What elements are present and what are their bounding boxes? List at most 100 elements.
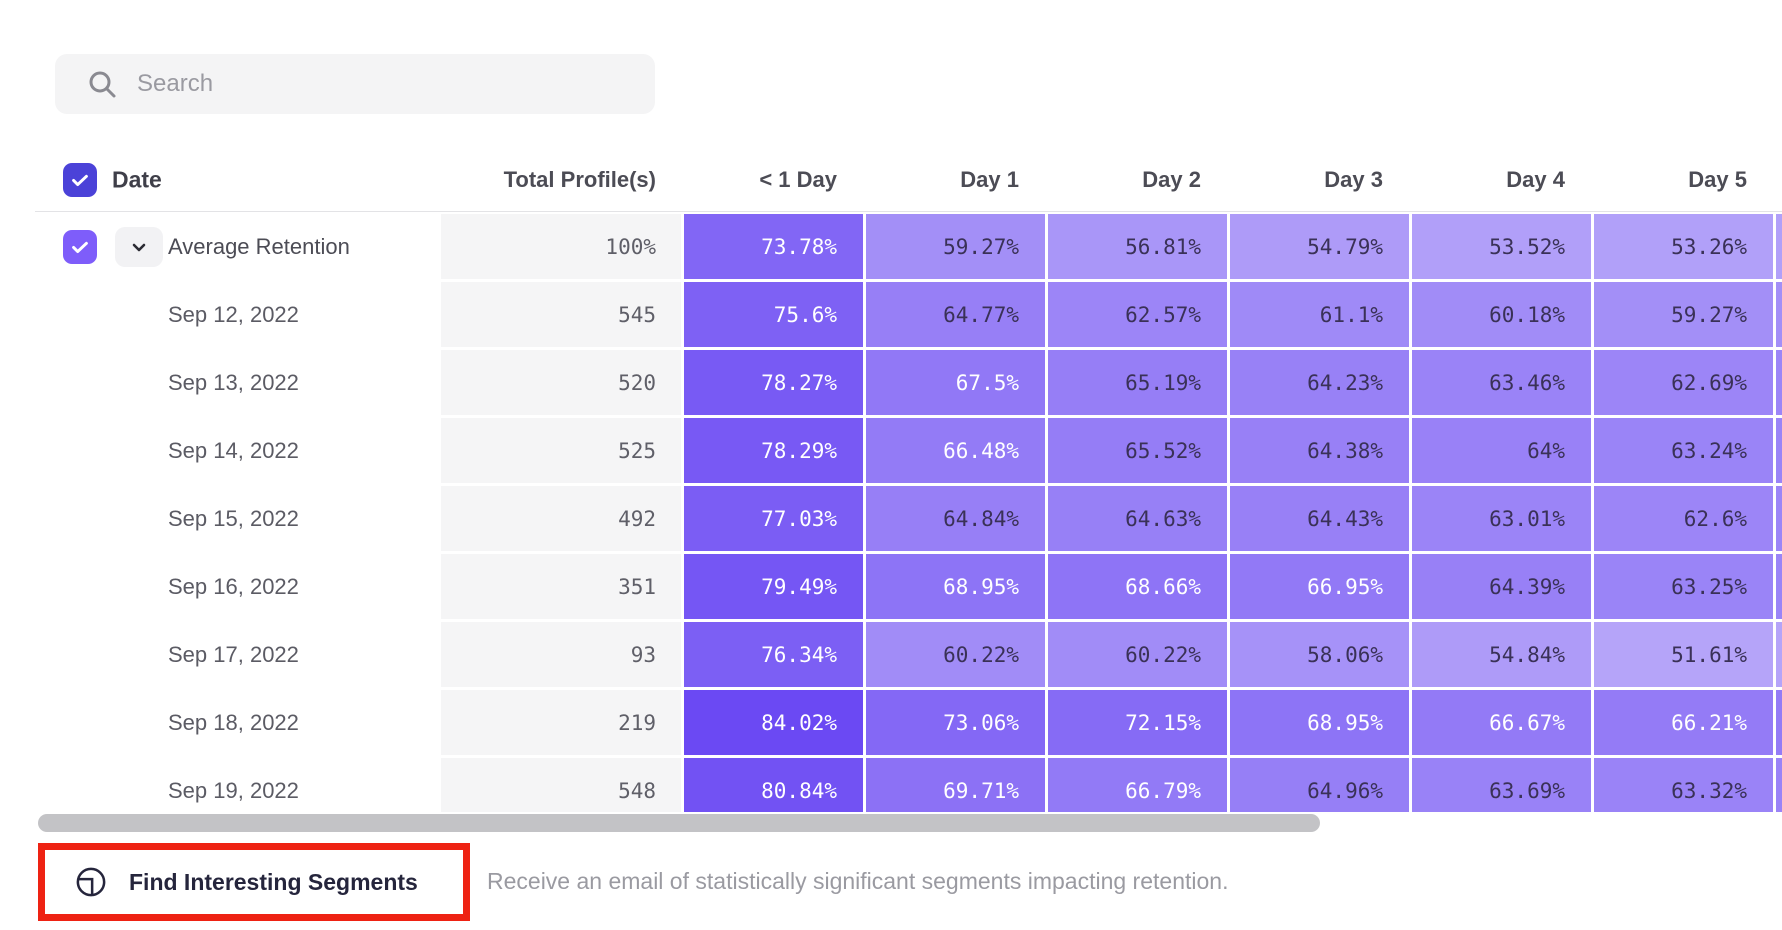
retention-cell-day5[interactable]: 53.26%	[1594, 214, 1773, 279]
row-date-cell: Average Retention	[0, 214, 441, 279]
retention-cell-day4[interactable]: 63.01%	[1412, 486, 1591, 551]
total-profiles-cell: 93	[441, 622, 681, 687]
search-icon	[89, 71, 116, 98]
retention-cell-day0[interactable]: 78.29%	[684, 418, 863, 483]
total-profiles-cell: 351	[441, 554, 681, 619]
day-column-header-3: Day 3	[1324, 167, 1383, 192]
row-date-cell: Sep 15, 2022	[0, 486, 441, 551]
retention-cell-day3[interactable]: 58.06%	[1230, 622, 1409, 687]
retention-cell-day1[interactable]: 73.06%	[866, 690, 1045, 755]
total-profiles-cell: 100%	[441, 214, 681, 279]
retention-cell-day3[interactable]: 61.1%	[1230, 282, 1409, 347]
retention-cell-day1[interactable]: 66.48%	[866, 418, 1045, 483]
retention-cell-day4[interactable]: 66.67%	[1412, 690, 1591, 755]
retention-cell-day3[interactable]: 68.95%	[1230, 690, 1409, 755]
retention-cell-day1[interactable]: 64.77%	[866, 282, 1045, 347]
retention-cell-day4[interactable]: 63.69%	[1412, 758, 1591, 812]
retention-cell-day2[interactable]: 64.63%	[1048, 486, 1227, 551]
day-column-header-2: Day 2	[1142, 167, 1201, 192]
table-row: Sep 16, 2022 351 79.49% 68.95% 68.66% 66.95% 6…	[0, 554, 1782, 619]
retention-cell-day1[interactable]: 68.95%	[866, 554, 1045, 619]
retention-cell-day0[interactable]: 75.6%	[684, 282, 863, 347]
select-all-checkbox[interactable]	[63, 163, 97, 197]
retention-cell-day1[interactable]: 64.84%	[866, 486, 1045, 551]
retention-cell-day4[interactable]: 64%	[1412, 418, 1591, 483]
row-date-cell: Sep 12, 2022	[0, 282, 441, 347]
retention-cell-day5[interactable]: 63.32%	[1594, 758, 1773, 812]
find-interesting-segments-button[interactable]: Find Interesting Segments	[45, 850, 463, 914]
retention-cell-day5[interactable]: 63.25%	[1594, 554, 1773, 619]
checkmark-icon	[72, 241, 88, 253]
retention-cell-day3[interactable]: 64.96%	[1230, 758, 1409, 812]
row-label: Sep 15, 2022	[168, 505, 299, 531]
row-label: Sep 18, 2022	[168, 709, 299, 735]
row-label: Average Retention	[168, 233, 350, 259]
retention-cell-day1[interactable]: 69.71%	[866, 758, 1045, 812]
retention-cell-day4[interactable]: 54.84%	[1412, 622, 1591, 687]
retention-cell-day5[interactable]: 62.6%	[1594, 486, 1773, 551]
retention-cell-day0[interactable]: 78.27%	[684, 350, 863, 415]
clipped-next-column-sliver	[1776, 350, 1782, 415]
retention-cell-day4[interactable]: 63.46%	[1412, 350, 1591, 415]
retention-cell-day1[interactable]: 60.22%	[866, 622, 1045, 687]
header-divider	[35, 211, 1782, 212]
retention-cell-day0[interactable]: 79.49%	[684, 554, 863, 619]
retention-cell-day4[interactable]: 60.18%	[1412, 282, 1591, 347]
clipped-next-column-sliver	[1776, 486, 1782, 551]
retention-cell-day4[interactable]: 64.39%	[1412, 554, 1591, 619]
retention-cell-day3[interactable]: 54.79%	[1230, 214, 1409, 279]
retention-cell-day2[interactable]: 65.52%	[1048, 418, 1227, 483]
retention-cell-day5[interactable]: 63.24%	[1594, 418, 1773, 483]
retention-cell-day5[interactable]: 51.61%	[1594, 622, 1773, 687]
date-column-header: Date	[112, 166, 162, 193]
checkmark-icon	[72, 174, 88, 187]
retention-cell-day0[interactable]: 80.84%	[684, 758, 863, 812]
retention-cell-day2[interactable]: 60.22%	[1048, 622, 1227, 687]
table-row: Sep 14, 2022 525 78.29% 66.48% 65.52% 64.38% 6…	[0, 418, 1782, 483]
row-date-cell: Sep 19, 2022	[0, 758, 441, 812]
clipped-next-column-sliver	[1776, 690, 1782, 755]
row-date-cell: Sep 17, 2022	[0, 622, 441, 687]
total-profiles-cell: 520	[441, 350, 681, 415]
retention-cell-day1[interactable]: 67.5%	[866, 350, 1045, 415]
retention-cell-day2[interactable]: 65.19%	[1048, 350, 1227, 415]
clipped-next-column-sliver	[1776, 758, 1782, 812]
horizontal-scrollbar[interactable]	[38, 814, 1320, 832]
clipped-next-column-sliver	[1776, 622, 1782, 687]
retention-cell-day2[interactable]: 68.66%	[1048, 554, 1227, 619]
retention-cell-day3[interactable]: 64.38%	[1230, 418, 1409, 483]
row-date-cell: Sep 13, 2022	[0, 350, 441, 415]
retention-cell-day5[interactable]: 66.21%	[1594, 690, 1773, 755]
retention-cell-day4[interactable]: 53.52%	[1412, 214, 1591, 279]
retention-cell-day5[interactable]: 62.69%	[1594, 350, 1773, 415]
total-profiles-cell: 219	[441, 690, 681, 755]
retention-cell-day5[interactable]: 59.27%	[1594, 282, 1773, 347]
retention-cell-day0[interactable]: 77.03%	[684, 486, 863, 551]
retention-cell-day2[interactable]: 62.57%	[1048, 282, 1227, 347]
retention-cell-day0[interactable]: 76.34%	[684, 622, 863, 687]
expand-row-button[interactable]	[115, 226, 163, 267]
retention-cell-day2[interactable]: 72.15%	[1048, 690, 1227, 755]
retention-cell-day3[interactable]: 66.95%	[1230, 554, 1409, 619]
search-input[interactable]	[137, 70, 617, 98]
table-row: Sep 19, 2022 548 80.84% 69.71% 66.79% 64.96% 6…	[0, 758, 1782, 812]
retention-cell-day0[interactable]: 84.02%	[684, 690, 863, 755]
row-date-cell: Sep 16, 2022	[0, 554, 441, 619]
row-label: Sep 19, 2022	[168, 777, 299, 803]
segments-icon	[76, 867, 106, 897]
retention-cell-day0[interactable]: 73.78%	[684, 214, 863, 279]
retention-table-body: Average Retention 100% 73.78% 59.27% 56.81% 5…	[0, 214, 1782, 812]
retention-cell-day3[interactable]: 64.43%	[1230, 486, 1409, 551]
clipped-next-column-sliver	[1776, 214, 1782, 279]
retention-cell-day1[interactable]: 59.27%	[866, 214, 1045, 279]
retention-cell-day2[interactable]: 66.79%	[1048, 758, 1227, 812]
row-checkbox[interactable]	[63, 229, 97, 264]
red-annotation-rectangle: Find Interesting Segments	[38, 843, 470, 921]
row-label: Sep 14, 2022	[168, 437, 299, 463]
row-label: Sep 13, 2022	[168, 369, 299, 395]
retention-cell-day3[interactable]: 64.23%	[1230, 350, 1409, 415]
total-profiles-cell: 525	[441, 418, 681, 483]
table-row: Average Retention 100% 73.78% 59.27% 56.81% 5…	[0, 214, 1782, 279]
retention-cell-day2[interactable]: 56.81%	[1048, 214, 1227, 279]
search-bar[interactable]	[55, 54, 655, 114]
